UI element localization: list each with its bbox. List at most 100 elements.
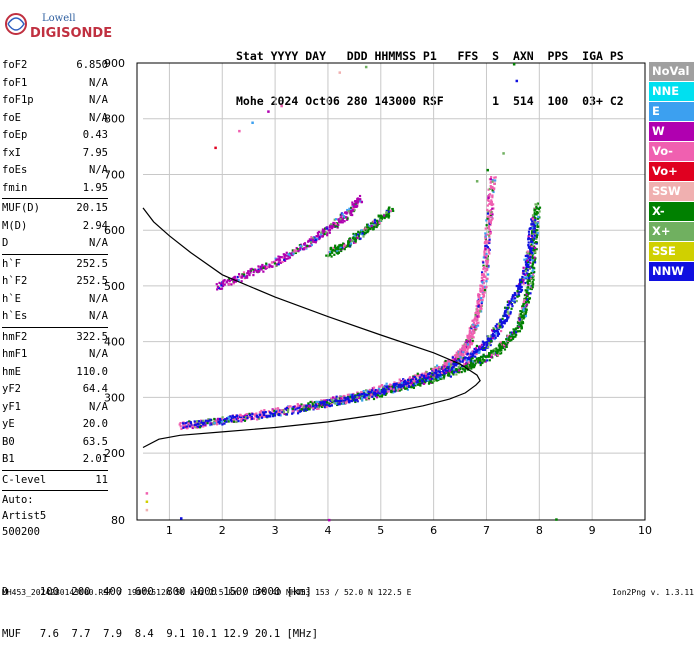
echo-point	[489, 351, 493, 355]
echo-point	[488, 228, 491, 231]
echo-point	[398, 378, 401, 381]
echo-point	[507, 303, 510, 306]
echo-point	[506, 317, 509, 320]
echo-point	[406, 382, 410, 385]
param-value: N/A	[89, 111, 108, 124]
echo-point	[504, 310, 508, 314]
echo-point	[451, 372, 454, 375]
echo-point	[308, 408, 311, 411]
param-value: 6.850	[76, 59, 108, 71]
echo-point	[300, 403, 303, 406]
echo-point	[360, 396, 364, 399]
echo-point	[313, 240, 316, 244]
echo-point	[448, 373, 451, 376]
param-row-mufd: MUF(D) 20.15	[2, 200, 108, 218]
echo-point	[397, 385, 400, 388]
echo-point	[404, 387, 407, 390]
echo-point	[485, 244, 488, 247]
echo-point	[464, 352, 468, 355]
divider	[2, 326, 108, 328]
echo-point	[193, 420, 196, 423]
echo-point	[354, 205, 357, 208]
echo-point	[311, 238, 315, 241]
echo-point	[481, 289, 484, 292]
echo-point	[329, 252, 332, 256]
echo-point	[383, 389, 386, 392]
echo-point	[384, 215, 387, 218]
echo-point	[447, 363, 451, 367]
echo-point	[212, 422, 215, 425]
echo-point	[419, 376, 422, 379]
echo-point	[460, 347, 464, 350]
echo-point	[486, 257, 489, 261]
echo-point	[505, 343, 508, 346]
echo-point	[438, 365, 441, 369]
echo-point	[339, 399, 343, 403]
echo-point	[484, 233, 487, 237]
echo-point	[291, 412, 294, 415]
echo-point	[336, 402, 339, 405]
echo-point	[481, 298, 484, 302]
echo-point	[367, 390, 370, 394]
echo-point	[492, 334, 495, 337]
echo-point	[488, 238, 491, 241]
echo-point	[330, 225, 334, 228]
autoscale-info: Auto:	[2, 494, 34, 506]
echo-point	[490, 203, 494, 207]
echo-point	[333, 249, 336, 252]
echo-point	[268, 411, 272, 414]
echo-point	[475, 311, 479, 315]
param-row-b1: B1 2.01	[2, 451, 108, 469]
echo-point	[455, 354, 459, 357]
echo-point	[388, 385, 391, 388]
x-tick-label: 7	[483, 524, 490, 537]
echo-point	[468, 346, 471, 349]
echo-point	[202, 425, 205, 428]
echo-point	[533, 234, 537, 237]
echo-point	[506, 335, 509, 338]
echo-point	[486, 212, 490, 215]
echo-point	[496, 327, 499, 330]
echo-point	[495, 350, 498, 353]
echo-point	[221, 416, 224, 419]
echo-point	[202, 419, 205, 422]
echo-point	[354, 241, 357, 244]
param-row-md: M(D) 2.94	[2, 218, 108, 236]
echo-point	[236, 275, 239, 279]
echo-point	[483, 275, 486, 278]
echo-point	[371, 226, 374, 229]
echo-point	[397, 383, 400, 387]
param-value: 20.15	[76, 202, 108, 214]
echo-point	[345, 212, 348, 215]
echo-point	[490, 210, 493, 214]
echo-point	[321, 234, 324, 238]
echo-point	[532, 247, 536, 250]
echo-point	[504, 309, 507, 312]
echo-point	[482, 279, 485, 282]
echo-point	[516, 295, 519, 298]
echo-point	[375, 396, 379, 399]
echo-point	[342, 247, 345, 250]
echo-point	[481, 300, 484, 303]
echo-point	[145, 500, 149, 503]
echo-point	[423, 372, 427, 375]
echo-point	[492, 207, 495, 210]
echo-point	[340, 248, 343, 251]
echo-point	[467, 361, 471, 364]
echo-point	[501, 325, 504, 328]
echo-point	[486, 208, 489, 212]
echo-point	[179, 425, 182, 428]
echo-point	[459, 348, 462, 351]
echo-point	[503, 320, 506, 323]
echo-point	[470, 343, 473, 346]
echo-point	[197, 420, 201, 423]
echo-point	[488, 235, 491, 238]
echo-point	[414, 384, 417, 387]
echo-point	[367, 392, 371, 396]
echo-point	[341, 213, 344, 216]
echo-point	[455, 369, 458, 372]
echo-point	[505, 345, 508, 349]
echo-point	[265, 262, 268, 265]
echo-point	[196, 426, 199, 429]
echo-point	[503, 306, 507, 309]
